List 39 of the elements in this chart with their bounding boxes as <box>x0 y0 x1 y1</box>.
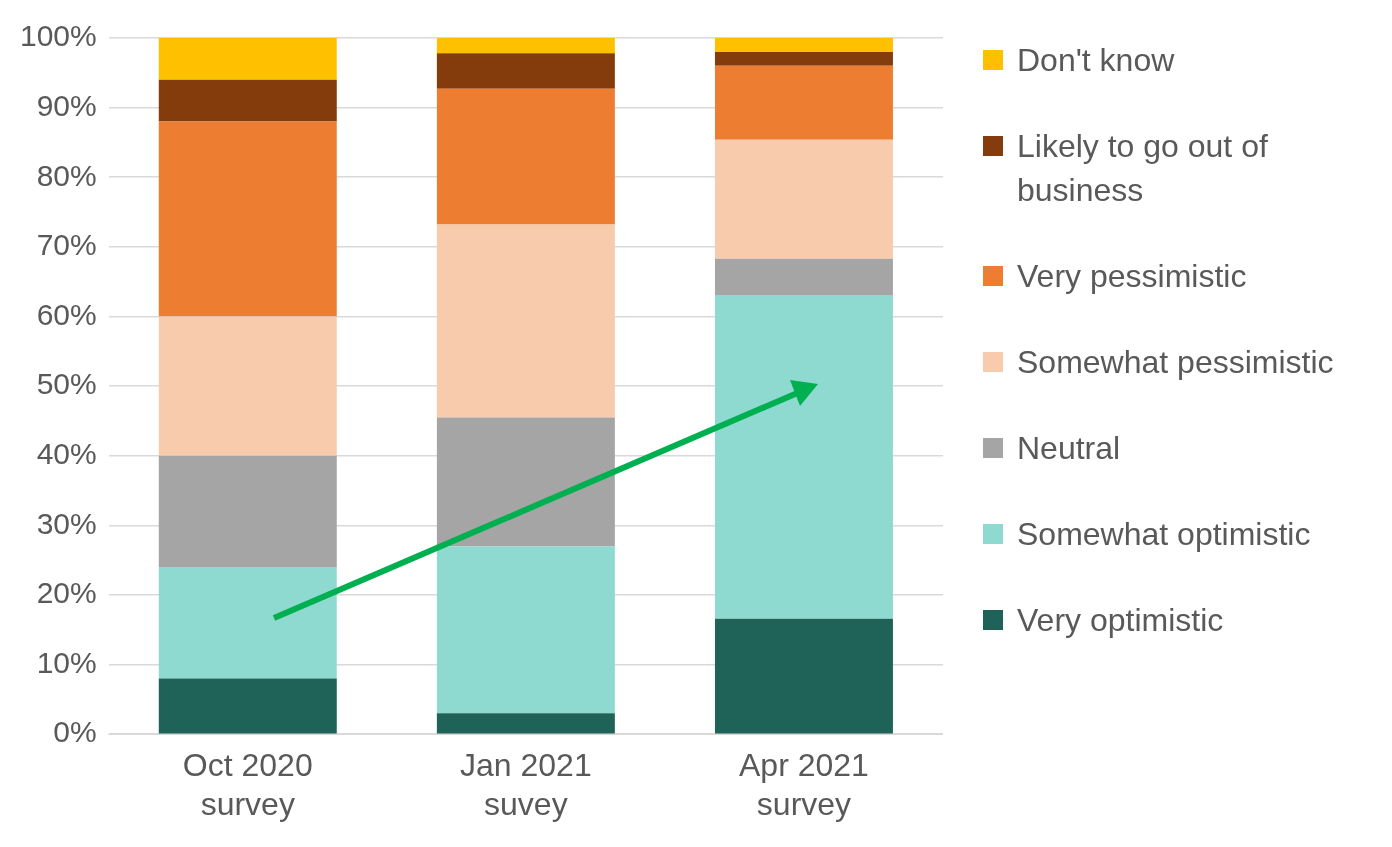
bar <box>714 38 893 52</box>
legend-label: Likely to go out of business <box>1017 127 1269 210</box>
bar <box>436 417 615 547</box>
bar <box>436 53 615 89</box>
y-tick-label: 70% <box>36 228 97 262</box>
y-tick-label: 90% <box>36 88 97 122</box>
bar <box>158 567 337 679</box>
bar <box>158 455 337 568</box>
bar <box>714 51 893 66</box>
x-tick-label: Oct 2020 survey <box>182 747 313 822</box>
bar <box>714 258 893 295</box>
y-tick-label: 80% <box>36 158 97 192</box>
bar <box>436 88 615 225</box>
legend-label: Don't know <box>1017 41 1175 80</box>
y-tick-label: 60% <box>36 297 97 331</box>
bar <box>158 79 337 122</box>
bar <box>158 121 337 317</box>
y-tick-label: 40% <box>36 436 97 470</box>
legend-label: Somewhat pessimistic <box>1017 343 1334 382</box>
y-tick-label: 0% <box>53 715 97 749</box>
bar <box>714 139 893 259</box>
x-tick-label: Apr 2021 survey <box>739 747 869 822</box>
bar <box>158 678 337 734</box>
x-tick-label: Jan 2021 suvey <box>460 747 592 822</box>
legend-label: Very optimistic <box>1017 601 1224 640</box>
bar <box>158 38 337 80</box>
legend-label: Very pessimistic <box>1017 257 1247 296</box>
y-tick-label: 10% <box>36 645 97 679</box>
bar <box>158 316 337 456</box>
y-tick-label: 20% <box>36 576 97 610</box>
legend-label: Neutral <box>1017 429 1121 468</box>
y-tick-label: 100% <box>19 19 97 53</box>
bar <box>436 713 615 734</box>
bar <box>436 38 615 54</box>
bar <box>714 618 893 734</box>
bar <box>714 65 893 140</box>
y-tick-label: 50% <box>36 367 97 401</box>
legend-label: Somewhat optimistic <box>1017 515 1311 554</box>
y-tick-label: 30% <box>36 506 97 540</box>
